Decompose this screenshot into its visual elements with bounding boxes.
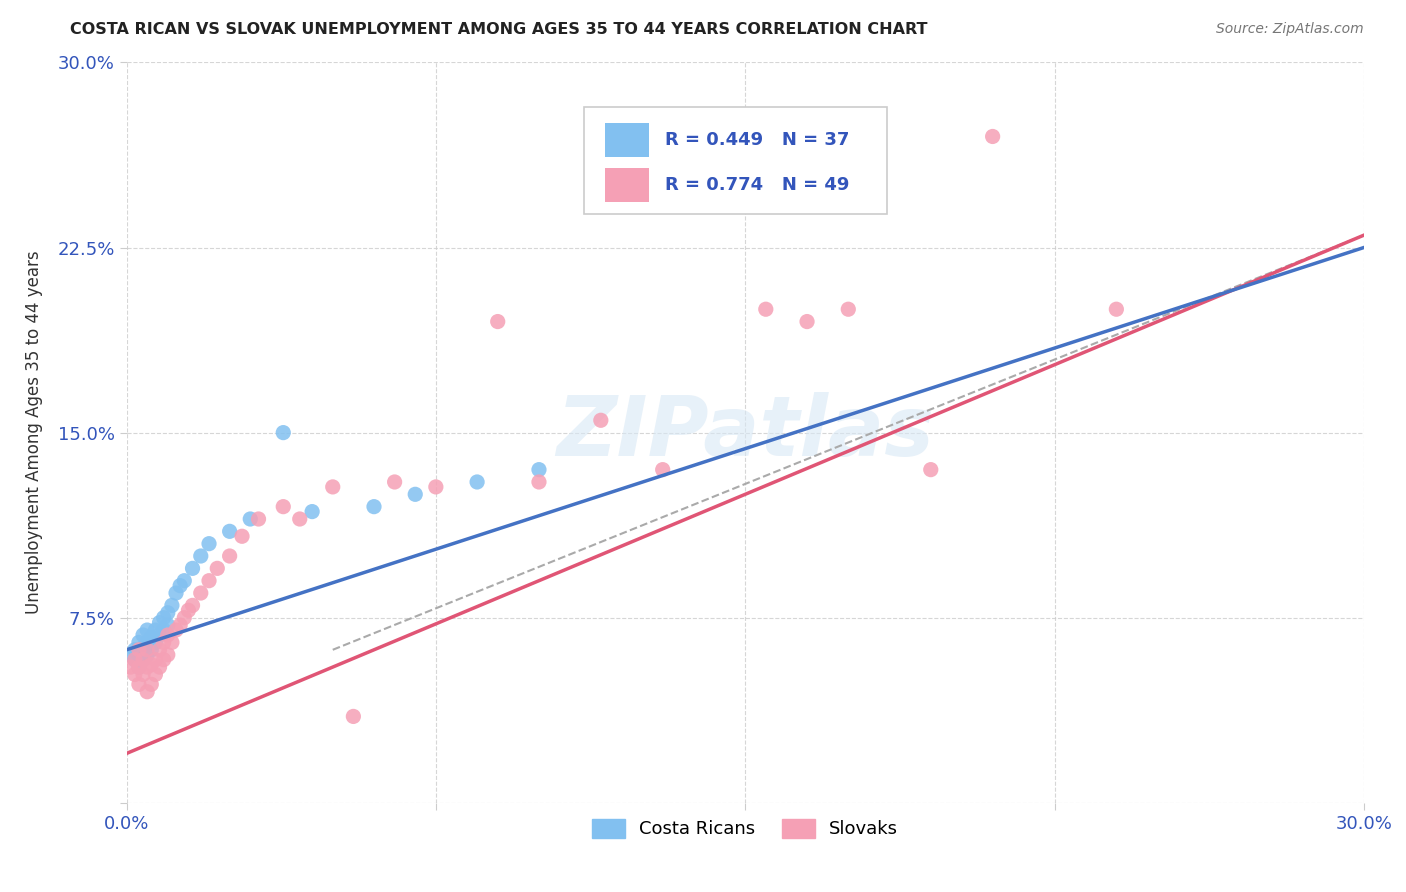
Point <box>218 549 240 563</box>
Point <box>181 599 204 613</box>
Legend: Costa Ricans, Slovaks: Costa Ricans, Slovaks <box>585 812 905 846</box>
Point <box>920 462 942 476</box>
Point <box>145 623 167 637</box>
Point <box>152 653 174 667</box>
FancyBboxPatch shape <box>606 123 648 157</box>
Point <box>796 314 818 328</box>
Point <box>148 615 170 630</box>
Point <box>527 462 550 476</box>
Point <box>132 628 155 642</box>
Point <box>156 628 179 642</box>
Point <box>165 623 187 637</box>
Text: R = 0.774   N = 49: R = 0.774 N = 49 <box>665 176 849 194</box>
Point <box>136 648 159 662</box>
Point <box>207 561 229 575</box>
Point <box>239 512 262 526</box>
Point <box>486 314 509 328</box>
Point <box>342 709 364 723</box>
Point <box>173 574 195 588</box>
Y-axis label: Unemployment Among Ages 35 to 44 years: Unemployment Among Ages 35 to 44 years <box>25 251 44 615</box>
Point <box>124 653 146 667</box>
Point <box>145 635 167 649</box>
Point <box>198 536 221 550</box>
Point <box>120 660 142 674</box>
Text: R = 0.449   N = 37: R = 0.449 N = 37 <box>665 131 849 149</box>
Point <box>128 677 150 691</box>
Point <box>128 635 150 649</box>
Point <box>198 574 221 588</box>
Point <box>218 524 240 539</box>
Point <box>247 512 270 526</box>
Point <box>141 642 163 657</box>
Point <box>177 603 200 617</box>
Point <box>132 653 155 667</box>
Point <box>165 586 187 600</box>
Point <box>527 475 550 489</box>
Point <box>148 660 170 674</box>
Point <box>425 480 447 494</box>
Point <box>132 667 155 681</box>
Point <box>755 302 778 317</box>
Point <box>124 667 146 681</box>
Point <box>152 610 174 624</box>
Point <box>152 635 174 649</box>
Point <box>128 648 150 662</box>
Point <box>152 623 174 637</box>
Point <box>181 561 204 575</box>
Point <box>160 635 183 649</box>
Point <box>231 529 253 543</box>
Point <box>124 642 146 657</box>
Point <box>128 642 150 657</box>
Point <box>363 500 385 514</box>
Text: ZIPatlas: ZIPatlas <box>557 392 934 473</box>
Point <box>136 635 159 649</box>
Point <box>141 631 163 645</box>
Point <box>404 487 426 501</box>
Point <box>190 549 212 563</box>
Point <box>156 606 179 620</box>
Point <box>981 129 1004 144</box>
FancyBboxPatch shape <box>585 107 887 214</box>
Point <box>156 618 179 632</box>
Point <box>169 618 191 632</box>
Point <box>156 648 179 662</box>
Text: COSTA RICAN VS SLOVAK UNEMPLOYMENT AMONG AGES 35 TO 44 YEARS CORRELATION CHART: COSTA RICAN VS SLOVAK UNEMPLOYMENT AMONG… <box>70 22 928 37</box>
Point <box>148 628 170 642</box>
Point <box>589 413 612 427</box>
Point <box>190 586 212 600</box>
Point <box>384 475 406 489</box>
Point <box>837 302 859 317</box>
Point <box>288 512 311 526</box>
Point <box>148 642 170 657</box>
Point <box>271 425 294 440</box>
Point <box>141 677 163 691</box>
Point <box>141 657 163 672</box>
Point <box>145 667 167 681</box>
Point <box>136 642 159 657</box>
FancyBboxPatch shape <box>606 168 648 202</box>
Point <box>128 660 150 674</box>
Point <box>145 653 167 667</box>
Point <box>301 505 323 519</box>
Point <box>128 660 150 674</box>
Point <box>136 623 159 637</box>
Point <box>160 599 183 613</box>
Point <box>1105 302 1128 317</box>
Point <box>132 640 155 655</box>
Point <box>132 653 155 667</box>
Point <box>136 660 159 674</box>
Point <box>136 685 159 699</box>
Point <box>651 462 673 476</box>
Point <box>322 480 344 494</box>
Point <box>173 610 195 624</box>
Point <box>271 500 294 514</box>
Point <box>169 579 191 593</box>
Point <box>465 475 488 489</box>
Point <box>120 648 142 662</box>
Text: Source: ZipAtlas.com: Source: ZipAtlas.com <box>1216 22 1364 37</box>
Point <box>124 653 146 667</box>
